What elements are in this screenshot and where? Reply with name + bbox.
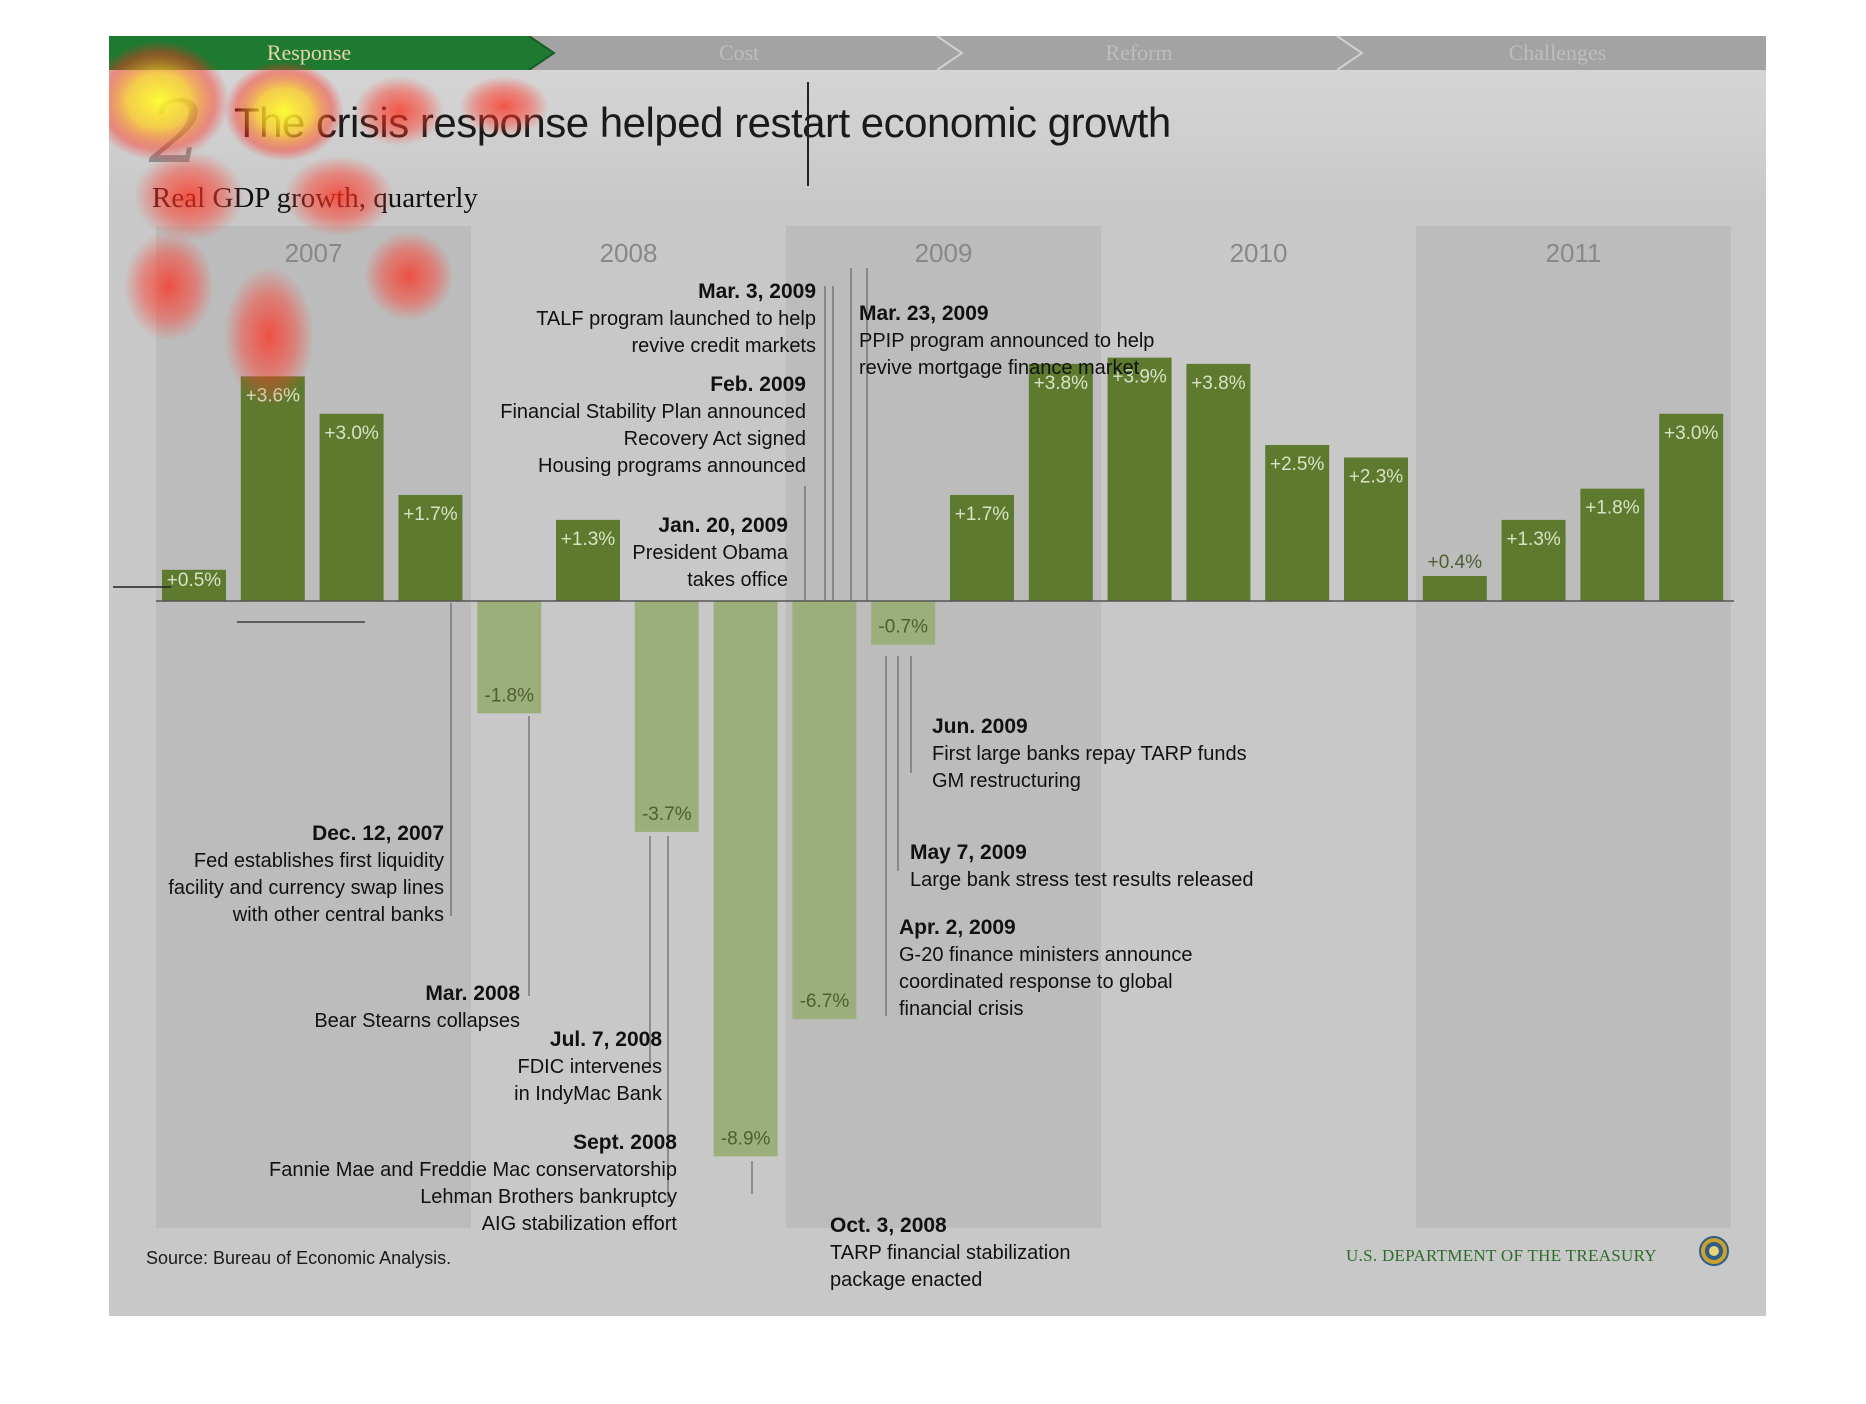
annotation-text: TALF program launched to help (536, 308, 816, 330)
data-label: -6.7% (800, 991, 850, 1012)
nav-separator-2 (936, 36, 964, 70)
annotation-date: Oct. 3, 2008 (830, 1214, 947, 1237)
agency-name: U.S. DEPARTMENT OF THE TREASURY (1346, 1246, 1657, 1265)
annotation-date: Jan. 20, 2009 (658, 514, 788, 537)
annotation-text: Large bank stress test results released (910, 869, 1254, 891)
bar (1028, 363, 1093, 601)
annotation-date: Mar. 3, 2009 (698, 280, 816, 303)
data-label: +3.6% (246, 385, 301, 406)
annotation-text: financial crisis (899, 998, 1023, 1020)
annotation-date: Jul. 7, 2008 (550, 1028, 662, 1051)
annotation-text: Fannie Mae and Freddie Mac conservatorsh… (269, 1159, 677, 1181)
bar (1422, 576, 1487, 601)
year-label-2008: 2008 (600, 238, 658, 268)
data-label: -3.7% (642, 804, 692, 825)
data-label: +1.8% (1585, 498, 1640, 519)
data-label: +3.8% (1034, 373, 1089, 394)
annotation-text: TARP financial stabilization (830, 1242, 1071, 1264)
data-label: +2.5% (1270, 454, 1325, 475)
source-note: Source: Bureau of Economic Analysis. (146, 1248, 452, 1268)
year-label-2010: 2010 (1230, 238, 1288, 268)
section-nav: Response Cost Reform Challenges (109, 36, 1766, 70)
data-label: +0.4% (1428, 552, 1483, 573)
annotation-text: in IndyMac Bank (514, 1083, 663, 1105)
bar (1265, 445, 1330, 601)
year-label-2009: 2009 (915, 238, 973, 268)
annotation-date: Apr. 2, 2009 (899, 916, 1016, 939)
tab-response[interactable]: Response (266, 40, 352, 65)
annotation-text: Lehman Brothers bankruptcy (420, 1186, 677, 1208)
year-label-2011: 2011 (1546, 238, 1602, 268)
tab-cost[interactable]: Cost (718, 40, 760, 65)
annotation-date: Sept. 2008 (573, 1131, 677, 1154)
bar (792, 601, 857, 1020)
data-label: +1.3% (1506, 529, 1561, 550)
annotation-text: Fed establishes first liquidity (194, 850, 444, 872)
annotation-text: facility and currency swap lines (168, 877, 444, 899)
data-label: +1.7% (955, 504, 1010, 525)
data-label: +0.5% (167, 570, 222, 591)
year-band-2007 (156, 226, 471, 1228)
treasury-seal-icon (1699, 1236, 1729, 1266)
year-band-2011 (1416, 226, 1731, 1228)
bar (240, 376, 305, 601)
annotation-date: Mar. 23, 2009 (859, 302, 989, 325)
annotation-text: GM restructuring (932, 770, 1081, 792)
annotation-text: G-20 finance ministers announce (899, 944, 1193, 966)
nav-separator-1 (528, 36, 556, 70)
tab-challenges[interactable]: Challenges (1508, 40, 1607, 65)
annotation-text: revive credit markets (632, 335, 817, 357)
annotation-date: Dec. 12, 2007 (312, 822, 444, 845)
annotation-text: package enacted (830, 1269, 982, 1291)
bar (950, 494, 1014, 601)
data-label: +3.0% (324, 423, 379, 444)
annotation-date: Mar. 2008 (425, 982, 520, 1005)
annotation-text: PPIP program announced to help (859, 330, 1154, 352)
bar (556, 519, 620, 601)
annotation-text: Recovery Act signed (624, 428, 806, 450)
annotation-text: coordinated response to global (899, 971, 1173, 993)
bar (713, 601, 778, 1157)
year-label-2007: 2007 (285, 238, 343, 268)
data-label: +3.8% (1191, 373, 1246, 394)
annotation-date: Feb. 2009 (710, 373, 806, 396)
annotation-text: FDIC intervenes (518, 1056, 663, 1078)
bar (1107, 357, 1172, 601)
annotation-text: Financial Stability Plan announced (500, 401, 806, 423)
bar (871, 601, 936, 645)
data-label: +2.3% (1349, 466, 1404, 487)
annotation-date: May 7, 2009 (910, 841, 1027, 864)
tab-reform[interactable]: Reform (1105, 40, 1173, 65)
bar (1659, 413, 1724, 601)
data-label: +3.0% (1664, 423, 1719, 444)
bar (1344, 457, 1408, 601)
annotation-text: Bear Stearns collapses (314, 1010, 520, 1032)
data-label: +1.3% (561, 529, 616, 550)
bar (319, 413, 384, 601)
data-label: +1.7% (403, 504, 458, 525)
data-label: -0.7% (878, 617, 928, 638)
bar (1501, 519, 1566, 601)
gdp-chart: 2007 2008 2009 2010 2011 +0.5% +3.6% +3.0% +1.7%… (113, 226, 1734, 1291)
bar (162, 569, 226, 601)
annotation-text: Housing programs announced (538, 455, 806, 477)
bar (634, 601, 699, 832)
data-label: +3.9% (1112, 367, 1167, 388)
data-label: -1.8% (484, 685, 534, 706)
bar (1580, 488, 1645, 601)
slide: Response Cost Reform Challenges 2 The cr… (109, 36, 1766, 1316)
nav-separator-3 (1336, 36, 1364, 70)
annotation-text: revive mortgage finance market (859, 357, 1140, 379)
annotation-text: President Obama (632, 542, 789, 564)
annotation-text: First large banks repay TARP funds (932, 743, 1247, 765)
text-cursor (807, 82, 809, 186)
annotation-text: AIG stabilization effort (482, 1213, 678, 1235)
bar (1186, 363, 1251, 601)
bar (477, 601, 542, 714)
annotation-text: takes office (687, 569, 788, 591)
bar (398, 494, 463, 601)
annotation-text: with other central banks (232, 904, 444, 926)
annotation-date: Jun. 2009 (932, 715, 1028, 738)
data-label: -8.9% (721, 1128, 771, 1149)
